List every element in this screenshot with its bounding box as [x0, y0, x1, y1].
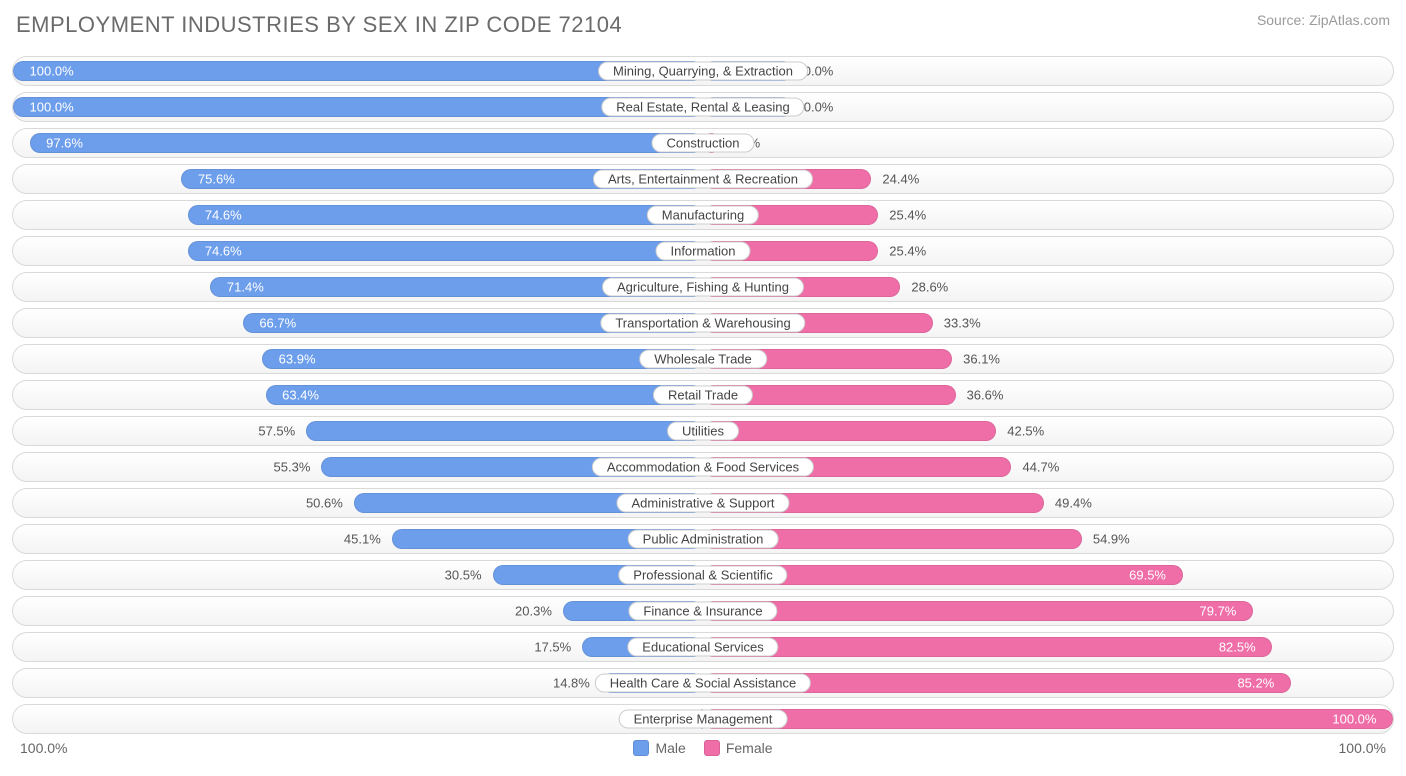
- female-pct-label: 42.5%: [1007, 424, 1044, 439]
- legend: Male Female: [633, 740, 772, 756]
- bar-row: Retail Trade 63.4% 36.6%: [12, 380, 1394, 410]
- category-label: Administrative & Support: [616, 494, 789, 513]
- male-pct-label: 75.6%: [198, 172, 235, 187]
- male-pct-label: 57.5%: [258, 424, 295, 439]
- female-pct-label: 49.4%: [1055, 496, 1092, 511]
- chart-footer: 100.0% Male Female 100.0%: [12, 740, 1394, 756]
- male-bar: [266, 385, 703, 405]
- category-label: Information: [655, 242, 750, 261]
- male-pct-label: 17.5%: [534, 640, 571, 655]
- female-pct-label: 100.0%: [1332, 712, 1376, 727]
- bar-row: Construction97.6%2.4%: [12, 128, 1394, 158]
- male-pct-label: 100.0%: [30, 100, 74, 115]
- male-pct-label: 71.4%: [227, 280, 264, 295]
- male-bar: [188, 205, 703, 225]
- female-pct-label: 36.6%: [967, 388, 1004, 403]
- female-pct-label: 25.4%: [889, 208, 926, 223]
- male-bar: [262, 349, 703, 369]
- category-label: Agriculture, Fishing & Hunting: [602, 278, 804, 297]
- male-bar: [13, 97, 703, 117]
- male-bar: [306, 421, 703, 441]
- male-bar: [188, 241, 703, 261]
- female-bar: [703, 421, 996, 441]
- bar-row: Enterprise Management0.0%100.0%: [12, 704, 1394, 734]
- category-label: Health Care & Social Assistance: [595, 674, 811, 693]
- female-pct-label: 0.0%: [804, 100, 834, 115]
- bar-row: Manufacturing 74.6% 25.4%: [12, 200, 1394, 230]
- bar-row: Wholesale Trade 63.9% 36.1%: [12, 344, 1394, 374]
- female-pct-label: 24.4%: [882, 172, 919, 187]
- swatch-male: [633, 740, 649, 756]
- bar-row: Finance & Insurance 20.3% 79.7%: [12, 596, 1394, 626]
- female-pct-label: 36.1%: [963, 352, 1000, 367]
- female-pct-label: 33.3%: [944, 316, 981, 331]
- bar-row: Educational Services 17.5% 82.5%: [12, 632, 1394, 662]
- female-pct-label: 82.5%: [1219, 640, 1256, 655]
- bar-row: Information 74.6% 25.4%: [12, 236, 1394, 266]
- bar-row: Accommodation & Food Services 55.3% 44.7%: [12, 452, 1394, 482]
- male-pct-label: 50.6%: [306, 496, 343, 511]
- bar-row: Mining, Quarrying, & Extraction 100.0% 0.0…: [12, 56, 1394, 86]
- category-label: Utilities: [667, 422, 739, 441]
- male-pct-label: 100.0%: [30, 64, 74, 79]
- male-bar: [30, 133, 703, 153]
- category-label: Finance & Insurance: [628, 602, 777, 621]
- female-pct-label: 54.9%: [1093, 532, 1130, 547]
- female-bar: [703, 709, 1393, 729]
- axis-label-left: 100.0%: [20, 740, 67, 756]
- male-pct-label: 74.6%: [205, 244, 242, 259]
- swatch-female: [704, 740, 720, 756]
- male-pct-label: 14.8%: [553, 676, 590, 691]
- category-label: Wholesale Trade: [639, 350, 767, 369]
- diverging-bar-chart: Mining, Quarrying, & Extraction 100.0% 0.0…: [12, 56, 1394, 734]
- female-bar: [703, 601, 1253, 621]
- female-pct-label: 28.6%: [911, 280, 948, 295]
- bar-row: Professional & Scientific 30.5% 69.5%: [12, 560, 1394, 590]
- female-pct-label: 44.7%: [1022, 460, 1059, 475]
- category-label: Educational Services: [627, 638, 778, 657]
- bar-row: Public Administration 45.1% 54.9%: [12, 524, 1394, 554]
- female-bar: [703, 637, 1272, 657]
- category-label: Public Administration: [628, 530, 779, 549]
- female-pct-label: 85.2%: [1237, 676, 1274, 691]
- female-pct-label: 79.7%: [1200, 604, 1237, 619]
- male-pct-label: 45.1%: [344, 532, 381, 547]
- legend-label-female: Female: [726, 740, 773, 756]
- bar-row: Transportation & Warehousing 66.7% 33.3%: [12, 308, 1394, 338]
- male-pct-label: 66.7%: [259, 316, 296, 331]
- category-label: Retail Trade: [653, 386, 753, 405]
- male-pct-label: 20.3%: [515, 604, 552, 619]
- category-label: Enterprise Management: [619, 710, 788, 729]
- category-label: Mining, Quarrying, & Extraction: [598, 62, 808, 81]
- female-pct-label: 0.0%: [804, 64, 834, 79]
- category-label: Manufacturing: [647, 206, 759, 225]
- bar-row: Arts, Entertainment & Recreation 75.6% 24.…: [12, 164, 1394, 194]
- male-pct-label: 63.9%: [279, 352, 316, 367]
- source-attribution: Source: ZipAtlas.com: [1257, 12, 1390, 28]
- female-pct-label: 69.5%: [1129, 568, 1166, 583]
- chart-title: EMPLOYMENT INDUSTRIES BY SEX IN ZIP CODE…: [16, 12, 622, 38]
- legend-label-male: Male: [655, 740, 685, 756]
- bar-row: Real Estate, Rental & Leasing 100.0% 0.0%: [12, 92, 1394, 122]
- female-pct-label: 25.4%: [889, 244, 926, 259]
- legend-item-male: Male: [633, 740, 685, 756]
- bar-row: Health Care & Social Assistance 14.8% 85.2…: [12, 668, 1394, 698]
- bar-row: Agriculture, Fishing & Hunting 71.4% 28.6%: [12, 272, 1394, 302]
- category-label: Arts, Entertainment & Recreation: [593, 170, 813, 189]
- category-label: Construction: [652, 134, 755, 153]
- bar-row: Utilities 57.5% 42.5%: [12, 416, 1394, 446]
- male-pct-label: 63.4%: [282, 388, 319, 403]
- bar-row: Administrative & Support 50.6% 49.4%: [12, 488, 1394, 518]
- male-pct-label: 74.6%: [205, 208, 242, 223]
- category-label: Real Estate, Rental & Leasing: [601, 98, 804, 117]
- legend-item-female: Female: [704, 740, 773, 756]
- axis-label-right: 100.0%: [1339, 740, 1386, 756]
- category-label: Transportation & Warehousing: [600, 314, 805, 333]
- male-pct-label: 97.6%: [46, 136, 83, 151]
- category-label: Accommodation & Food Services: [592, 458, 814, 477]
- category-label: Professional & Scientific: [618, 566, 787, 585]
- male-pct-label: 55.3%: [274, 460, 311, 475]
- male-pct-label: 30.5%: [445, 568, 482, 583]
